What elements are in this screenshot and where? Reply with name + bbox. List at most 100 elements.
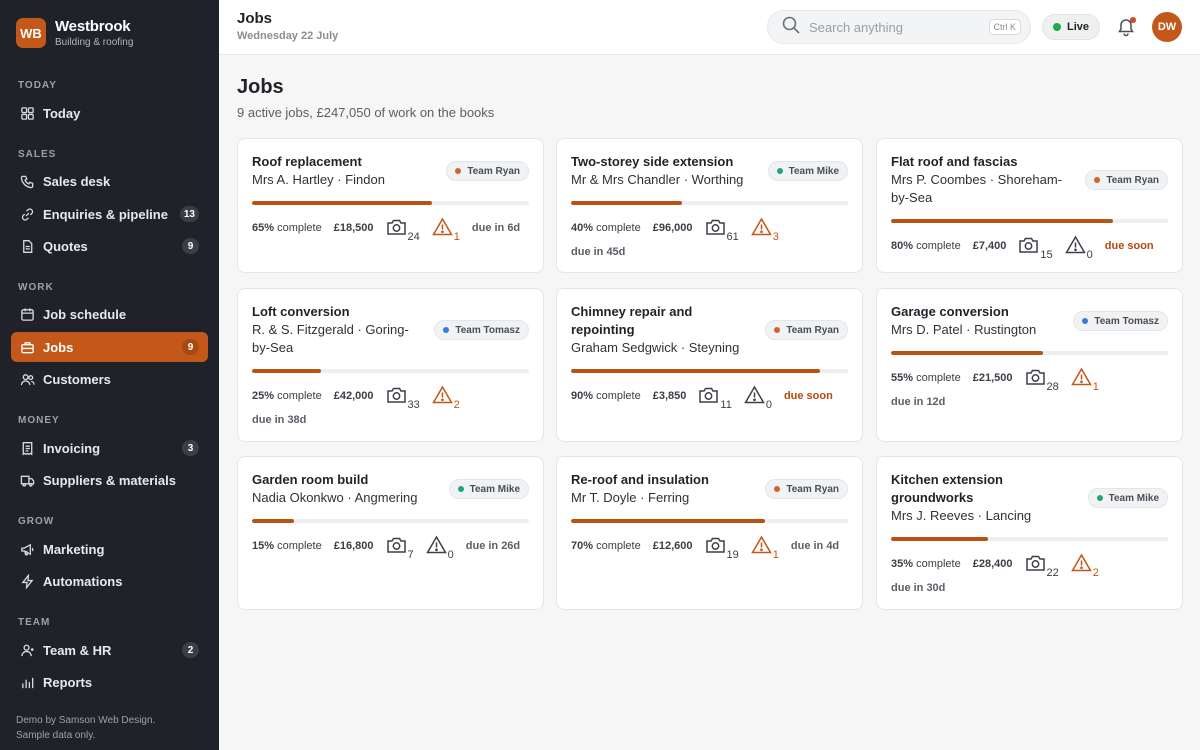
progress-fill [571,519,765,523]
job-card[interactable]: Garden room build Nadia Okonkwo · Angmer… [237,456,544,610]
bell-icon[interactable] [1116,17,1136,37]
sidebar-item-suppliers[interactable]: Suppliers & materials [11,465,208,495]
sidebar-item-invoicing[interactable]: Invoicing 3 [11,433,208,463]
issues-count[interactable]: 1 [431,217,460,243]
sidebar-item-label: Suppliers & materials [43,472,176,488]
percent-complete: 80% complete [891,240,961,252]
team-badge[interactable]: Team Tomasz [434,320,529,340]
avatar[interactable]: DW [1152,12,1182,42]
job-value: £3,850 [652,390,687,402]
phone-icon [19,173,35,189]
photos-count[interactable]: 7 [386,535,414,561]
bolt-icon [19,573,35,589]
progress-bar [571,369,848,373]
team-badge[interactable]: Team Ryan [446,161,529,181]
team-badge[interactable]: Team Mike [1087,488,1168,508]
sidebar-item-marketing[interactable]: Marketing [11,534,208,564]
live-label: Live [1067,21,1090,33]
progress-bar [571,201,848,205]
team-dot [443,327,450,333]
team-badge[interactable]: Team Mike [767,161,848,181]
photos-count[interactable]: 22 [1025,553,1059,579]
team-label: Team Ryan [1106,174,1159,186]
issues-count[interactable]: 0 [744,385,772,411]
sidebar-item-enquiries[interactable]: Enquiries & pipeline 13 [11,199,208,229]
photos-count[interactable]: 24 [386,217,420,243]
team-badge[interactable]: Team Ryan [765,479,848,499]
count-badge: 2 [182,642,199,658]
team-badge[interactable]: Team Ryan [1085,170,1168,190]
photos-count[interactable]: 33 [386,385,420,411]
job-card[interactable]: Flat roof and fascias Mrs P. Coombes · S… [876,138,1183,273]
job-meta: 70% complete £12,600 19 1 due in 4d [571,535,840,561]
job-title: Roof replacement [252,154,362,169]
job-value: £12,600 [652,540,693,552]
photos-number: 15 [1040,249,1053,261]
progress-fill [571,201,682,205]
photos-count[interactable]: 28 [1025,367,1059,393]
topbar-title: Jobs [237,10,273,27]
search-icon [781,15,801,40]
progress-fill [252,201,433,205]
sidebar-item-team-hr[interactable]: Team & HR 2 [11,635,208,665]
brand[interactable]: WB Westbrook Building & roofing [16,18,133,48]
sidebar-item-customers[interactable]: Customers [11,364,208,394]
issues-number: 0 [765,399,772,411]
job-card[interactable]: Loft conversion R. & S. Fitzgerald · Gor… [237,288,544,442]
team-badge[interactable]: Team Ryan [765,320,848,340]
warning-icon [431,217,453,239]
brand-name: Westbrook [55,18,131,35]
warning-icon [744,385,765,407]
brand-subtitle: Building & roofing [55,37,134,48]
issues-count[interactable]: 2 [431,385,460,411]
sidebar-item-quotes[interactable]: Quotes 9 [11,231,208,261]
section-label-money: MONEY [18,415,60,426]
search-input[interactable]: Search anything Ctrl K [767,10,1031,44]
issues-count[interactable]: 0 [1064,235,1093,261]
topbar-date: Wednesday 22 July [237,30,339,42]
sidebar-item-sales-desk[interactable]: Sales desk [11,166,208,196]
issues-count[interactable]: 2 [1070,553,1099,579]
job-title: Loft conversion [252,304,350,319]
sidebar-item-today[interactable]: Today [11,98,208,128]
percent-complete: 40% complete [571,222,641,234]
photos-count[interactable]: 11 [698,385,732,411]
job-card[interactable]: Roof replacement Mrs A. Hartley · Findon… [237,138,544,273]
sidebar-item-label: Today [43,105,81,121]
issues-count[interactable]: 1 [1070,367,1099,393]
job-meta: 65% complete £18,500 24 1 due in 6d [252,217,520,243]
sidebar-item-jobs[interactable]: Jobs 9 [11,332,208,362]
count-badge: 3 [182,440,199,456]
job-card[interactable]: Kitchen extension groundworks Mrs J. Ree… [876,456,1183,610]
issues-number: 3 [772,231,779,243]
notification-dot [1130,17,1136,23]
sidebar-item-job-schedule[interactable]: Job schedule [11,299,208,329]
due-label: due in 38d [252,414,307,426]
team-label: Team Mike [1108,492,1159,504]
issues-count[interactable]: 0 [425,535,454,561]
team-badge[interactable]: Team Mike [448,479,529,499]
due-label: due in 26d [465,540,521,552]
photos-count[interactable]: 61 [705,217,739,243]
due-label: due in 4d [790,540,840,552]
sidebar-item-automations[interactable]: Automations [11,566,208,596]
issues-count[interactable]: 3 [750,217,779,243]
team-badge[interactable]: Team Tomasz [1073,311,1168,331]
job-value: £28,400 [972,558,1013,570]
job-card[interactable]: Chimney repair and repointing Graham Sed… [556,288,863,442]
job-card[interactable]: Re-roof and insulation Mr T. Doyle · Fer… [556,456,863,610]
brand-logo: WB [16,18,46,48]
sidebar-item-reports[interactable]: Reports [11,667,208,697]
job-client: Mrs P. Coombes · Shoreham-by-Sea [891,172,1062,205]
warning-icon [1064,235,1086,257]
progress-bar [891,219,1168,223]
photos-count[interactable]: 15 [1018,235,1053,261]
team-dot [457,486,464,492]
job-card[interactable]: Garage conversion Mrs D. Patel · Rusting… [876,288,1183,442]
section-label-work: WORK [18,282,54,293]
job-meta: 35% complete £28,400 22 2 [891,553,1099,579]
live-status-badge[interactable]: Live [1042,14,1101,40]
photos-count[interactable]: 19 [705,535,739,561]
job-card[interactable]: Two-storey side extension Mr & Mrs Chand… [556,138,863,273]
issues-count[interactable]: 1 [750,535,779,561]
